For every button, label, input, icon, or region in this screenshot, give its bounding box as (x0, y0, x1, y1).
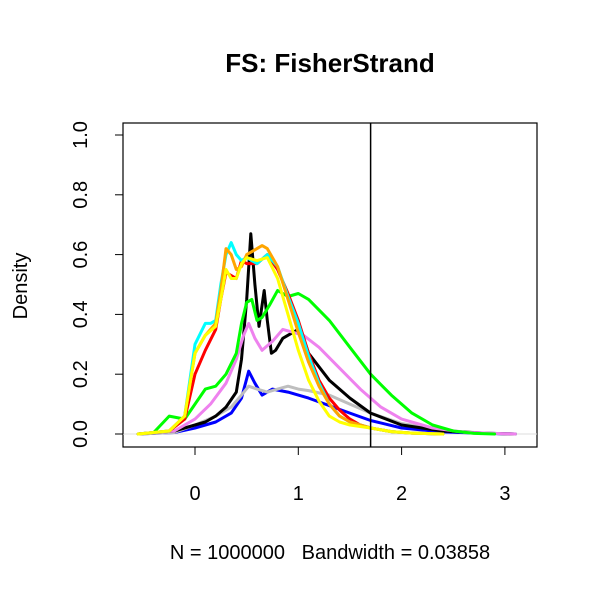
y-tick-label: 1.0 (70, 121, 92, 149)
x-tick-label: 0 (189, 483, 200, 505)
y-tick-label: 0.8 (70, 181, 92, 209)
y-axis: 0.0 0.2 0.4 0.6 0.8 1.0 (70, 121, 124, 448)
y-tick-label: 0.2 (70, 360, 92, 388)
density-line-1 (136, 369, 517, 436)
density-line-6 (136, 253, 445, 436)
y-tick-label: 0.6 (70, 241, 92, 269)
density-line-4 (136, 321, 517, 436)
x-tick-label: 3 (499, 483, 510, 505)
density-line-9 (136, 256, 445, 436)
density-line-3 (136, 232, 517, 436)
density-line-5 (136, 289, 497, 436)
y-tick-label: 0.4 (70, 300, 92, 328)
density-line-7 (136, 241, 445, 436)
y-tick-label: 0.0 (70, 420, 92, 448)
x-axis: 0 1 2 3 (189, 446, 510, 505)
x-tick-label: 2 (396, 483, 407, 505)
density-line-8 (136, 244, 445, 436)
x-axis-label: N = 1000000 Bandwidth = 0.03858 (170, 542, 490, 564)
series-layer (136, 123, 517, 447)
x-tick-label: 1 (293, 483, 304, 505)
y-axis-label: Density (10, 253, 32, 320)
chart-title: FS: FisherStrand (225, 48, 434, 78)
